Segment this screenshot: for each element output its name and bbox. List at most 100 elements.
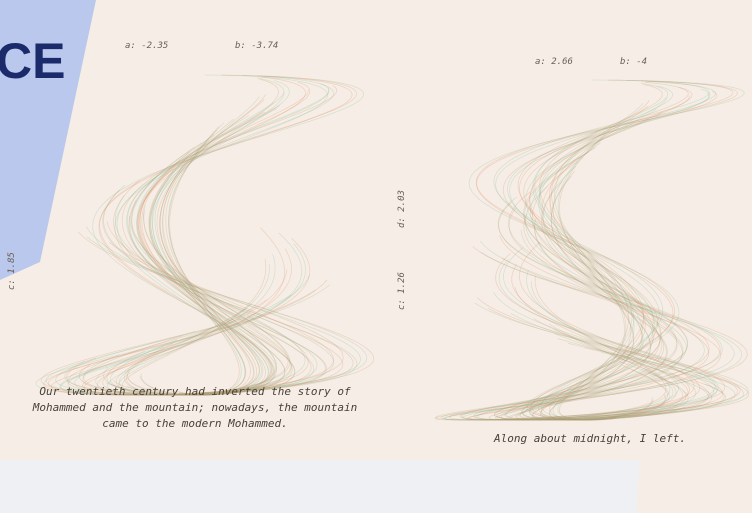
- attractor-stroke: [98, 74, 353, 396]
- attractor-stroke: [140, 96, 260, 396]
- attractor-stroke: [107, 215, 306, 396]
- attractor-stroke: [488, 213, 690, 421]
- attractor-stroke: [118, 205, 291, 396]
- attractor-stroke: [461, 156, 745, 421]
- attractor-stroke: [116, 76, 335, 396]
- param-label: c: 1.26: [397, 272, 407, 310]
- attractor-stroke: [522, 108, 689, 421]
- attractor-stroke: [50, 231, 375, 396]
- attractor-stroke: [127, 99, 265, 396]
- attractor-stroke: [74, 174, 318, 396]
- attractor-stroke: [534, 82, 669, 421]
- attractor-stroke: [532, 85, 674, 421]
- attractor-stroke: [110, 85, 338, 396]
- attractor-stroke: [440, 202, 741, 421]
- attractor-stroke: [496, 142, 710, 421]
- attractor-stroke: [475, 79, 734, 421]
- attractor-stroke: [509, 92, 710, 421]
- footer-strip: [0, 460, 640, 513]
- attractor-stroke: [504, 122, 709, 421]
- attractor-stroke: [516, 175, 674, 421]
- param-label: b: -4: [620, 57, 647, 67]
- attractor-stroke: [121, 210, 289, 396]
- attractor-stroke: [152, 77, 285, 396]
- attractor-stroke: [449, 191, 739, 421]
- param-label: b: -3.74: [235, 41, 278, 51]
- attractor-stroke: [78, 105, 286, 396]
- attractor-stroke: [82, 221, 334, 396]
- attractor-stroke: [493, 79, 710, 421]
- attractor-stroke: [137, 76, 306, 396]
- attractor-stroke: [468, 80, 745, 421]
- attractor-stroke: [114, 74, 328, 396]
- attractor-stroke: [519, 126, 687, 421]
- attractor-stroke: [60, 232, 368, 396]
- attractor-stroke: [67, 195, 335, 396]
- attractor-stroke: [125, 126, 260, 396]
- attractor-stroke: [519, 87, 693, 421]
- attractor-stroke: [156, 78, 279, 396]
- attractor-stroke: [123, 122, 260, 396]
- attractor-stroke: [531, 130, 670, 421]
- attractor-stroke: [495, 81, 716, 421]
- attractor-stroke: [476, 80, 738, 421]
- attractor-stroke: [47, 179, 344, 396]
- attractor-stroke: [517, 81, 689, 421]
- attractor-stroke: [106, 118, 271, 396]
- attractor-stroke: [115, 160, 278, 396]
- attractor-stroke: [45, 146, 326, 396]
- param-label: a: -2.35: [125, 41, 168, 51]
- attractor-stroke: [105, 87, 330, 396]
- attractor-stroke: [43, 189, 354, 396]
- attractor-stroke: [442, 247, 743, 421]
- attractor-stroke: [502, 90, 718, 421]
- attractor-stroke: [498, 166, 697, 421]
- attractor-stroke: [95, 155, 292, 396]
- attractor-stroke: [523, 95, 690, 421]
- attractor-stroke: [435, 196, 749, 421]
- param-label: a: 2.66: [535, 57, 573, 67]
- attractor-stroke: [102, 170, 292, 396]
- attractor-stroke: [92, 74, 365, 396]
- attractor-stroke: [83, 114, 286, 396]
- attractor-stroke: [109, 130, 272, 396]
- caption: Along about midnight, I left.: [493, 432, 686, 445]
- attractor-stroke: [127, 91, 285, 396]
- attractor-stroke: [507, 218, 671, 421]
- attractor-stroke: [66, 111, 295, 396]
- attractor-stroke: [118, 165, 277, 396]
- attractor-stroke: [493, 118, 725, 421]
- attractor-stroke: [466, 241, 722, 421]
- attractor-stroke: [83, 227, 344, 396]
- attractor-stroke: [493, 115, 727, 421]
- attractor-stroke: [532, 134, 669, 421]
- attractor-stroke: [126, 83, 330, 396]
- attractor-stroke: [59, 226, 362, 396]
- attractor-stroke: [539, 105, 666, 421]
- attractor-stroke: [507, 88, 711, 421]
- attractor-stroke: [434, 246, 748, 421]
- attractor-stroke: [549, 102, 653, 421]
- attractor-stroke: [500, 181, 689, 421]
- attractor-stroke: [150, 80, 290, 396]
- caption: Mohammed and the mountain; nowadays, the…: [32, 401, 358, 414]
- attractor-stroke: [473, 147, 736, 421]
- attractor-stroke: [459, 151, 750, 421]
- attractor-stroke: [515, 170, 677, 421]
- attractor-stroke: [548, 100, 654, 421]
- attractor-stroke: [55, 138, 315, 396]
- attractor-stroke: [99, 75, 358, 396]
- param-label: c: 1.85: [7, 252, 17, 290]
- attractor-stroke: [494, 229, 683, 421]
- attractor-stroke: [477, 161, 724, 421]
- attractor-stroke: [510, 224, 667, 421]
- attractor-stroke: [64, 108, 296, 396]
- attractor-stroke: [40, 142, 328, 396]
- attractor-stroke: [474, 186, 715, 421]
- attractor-stroke: [139, 93, 267, 396]
- param-label: d: 2.03: [397, 190, 407, 228]
- attractor-stroke: [461, 207, 718, 421]
